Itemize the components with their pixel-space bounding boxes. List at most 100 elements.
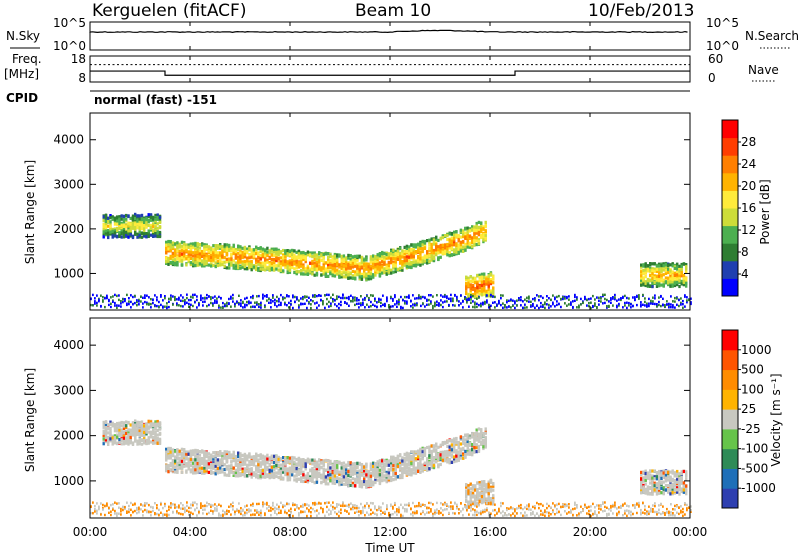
power-cell xyxy=(210,296,212,299)
power-cell xyxy=(651,272,654,276)
power-cell xyxy=(566,304,568,307)
power-cell xyxy=(202,304,204,307)
power-cell xyxy=(653,267,656,272)
power-cell xyxy=(156,304,158,308)
power-cell xyxy=(364,296,366,300)
power-cell xyxy=(398,298,400,301)
power-cell xyxy=(390,295,392,299)
velocity-cell xyxy=(273,454,276,458)
power-cell xyxy=(369,258,373,262)
velocity-cell xyxy=(189,451,193,455)
power-cell xyxy=(214,264,217,269)
power-cell xyxy=(118,234,121,238)
power-cell xyxy=(212,258,215,262)
velocity-cell xyxy=(277,457,280,461)
power-cell xyxy=(243,267,247,271)
power-cell xyxy=(168,305,170,309)
velocity-cell xyxy=(268,469,271,474)
power-cell xyxy=(221,254,224,258)
power-cell xyxy=(548,297,550,300)
power-cell xyxy=(165,243,168,247)
power-cell xyxy=(258,294,260,298)
power-cell xyxy=(390,254,393,258)
nsky-tick-bottom: 10^0 xyxy=(53,39,86,53)
velocity-cell xyxy=(174,456,177,460)
velocity-cell xyxy=(304,467,307,471)
power-cell xyxy=(471,287,475,291)
power-cell xyxy=(662,283,665,287)
power-cell xyxy=(340,259,343,263)
velocity-cell xyxy=(221,452,224,456)
power-cell xyxy=(174,252,177,256)
power-cell xyxy=(284,263,287,267)
power-cell xyxy=(178,242,181,246)
power-cell xyxy=(297,261,301,265)
power-cell xyxy=(398,300,400,303)
power-cell xyxy=(176,257,179,261)
power-cell xyxy=(286,262,289,266)
power-cell xyxy=(138,303,140,306)
power-cell xyxy=(315,273,319,277)
power-cell xyxy=(673,276,677,280)
power-cell xyxy=(170,294,172,297)
power-cell xyxy=(207,258,211,262)
power-cell xyxy=(185,243,188,247)
velocity-cell xyxy=(203,471,206,475)
velocity-cell xyxy=(221,470,224,474)
power-cell xyxy=(367,265,370,269)
velocity-cell xyxy=(212,463,215,467)
power-cell xyxy=(214,250,217,255)
power-cell xyxy=(439,243,442,247)
power-cell xyxy=(272,300,274,303)
velocity-cell xyxy=(237,462,240,466)
power-cell xyxy=(476,290,479,294)
power-cell xyxy=(690,297,692,300)
power-cell xyxy=(183,242,186,246)
power-cell xyxy=(189,256,193,260)
power-cell xyxy=(331,273,334,277)
power-cell xyxy=(174,295,176,299)
power-cell xyxy=(138,300,140,303)
velocity-cell xyxy=(336,460,339,465)
velocity-cell xyxy=(189,464,193,468)
velocity-cell xyxy=(194,450,197,454)
power-cell xyxy=(430,294,432,297)
power-cell xyxy=(207,255,211,259)
power-cell xyxy=(492,275,495,279)
power-cell xyxy=(572,300,574,303)
power-cell xyxy=(183,251,186,255)
power-cell xyxy=(201,254,204,258)
velocity-cell xyxy=(295,462,298,466)
power-cell xyxy=(471,293,475,297)
power-cell xyxy=(315,259,319,263)
velocity-cell xyxy=(266,467,269,472)
power-cell xyxy=(444,300,446,303)
power-cell xyxy=(486,299,488,302)
power-cell xyxy=(336,268,339,272)
power-cell xyxy=(228,264,231,268)
power-cell xyxy=(185,255,188,259)
velocity-cell xyxy=(176,453,179,457)
velocity-cell xyxy=(167,450,170,454)
power-cell xyxy=(356,299,358,302)
power-cell xyxy=(403,255,406,259)
power-cell xyxy=(134,219,137,223)
power-cell xyxy=(430,244,433,249)
power-cell xyxy=(270,247,274,251)
power-cell xyxy=(448,232,451,236)
velocity-cell xyxy=(295,457,298,462)
power-cell xyxy=(365,256,368,260)
power-cell xyxy=(414,260,418,264)
power-cell xyxy=(664,305,666,308)
power-cell xyxy=(248,253,251,257)
power-cell xyxy=(223,243,226,247)
power-cell xyxy=(668,306,670,309)
power-cell xyxy=(216,255,220,259)
power-cell xyxy=(488,306,490,309)
power-cell xyxy=(428,240,431,245)
velocity-cell xyxy=(194,468,197,472)
power-cell xyxy=(238,303,240,306)
power-cell xyxy=(394,251,397,256)
power-cell xyxy=(90,303,92,307)
